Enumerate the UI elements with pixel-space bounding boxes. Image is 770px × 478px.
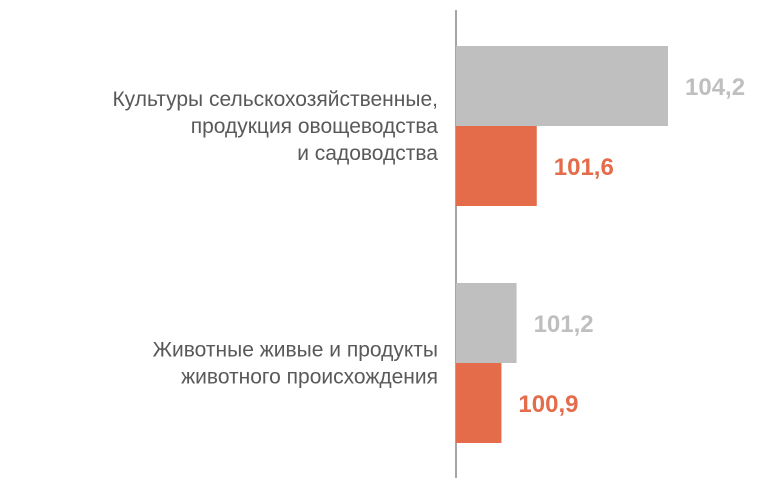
category-label: Животные живые и продукты животного проис… [153, 339, 438, 389]
data-label: 101,2 [534, 311, 594, 338]
data-label: 100,9 [518, 391, 578, 418]
category-labels: Культуры сельскохозяйственные, продукция … [112, 88, 438, 389]
value-labels: 104,2 101,6 101,2 100,9 [518, 74, 745, 418]
bar [456, 126, 537, 206]
data-label: 104,2 [685, 74, 745, 101]
data-label: 101,6 [554, 154, 614, 181]
bar [456, 283, 517, 363]
category-label: Культуры сельскохозяйственные, продукция … [112, 88, 438, 165]
category-label-line: животного происхождения [181, 366, 438, 389]
category-label-line: Культуры сельскохозяйственные, [112, 88, 438, 111]
bar [456, 363, 502, 443]
category-label-line: и садоводства [297, 142, 438, 165]
category-label-line: Животные живые и продукты [153, 339, 438, 362]
category-label-line: продукция овощеводства [191, 115, 439, 138]
bars [456, 46, 668, 443]
bar [456, 46, 668, 126]
